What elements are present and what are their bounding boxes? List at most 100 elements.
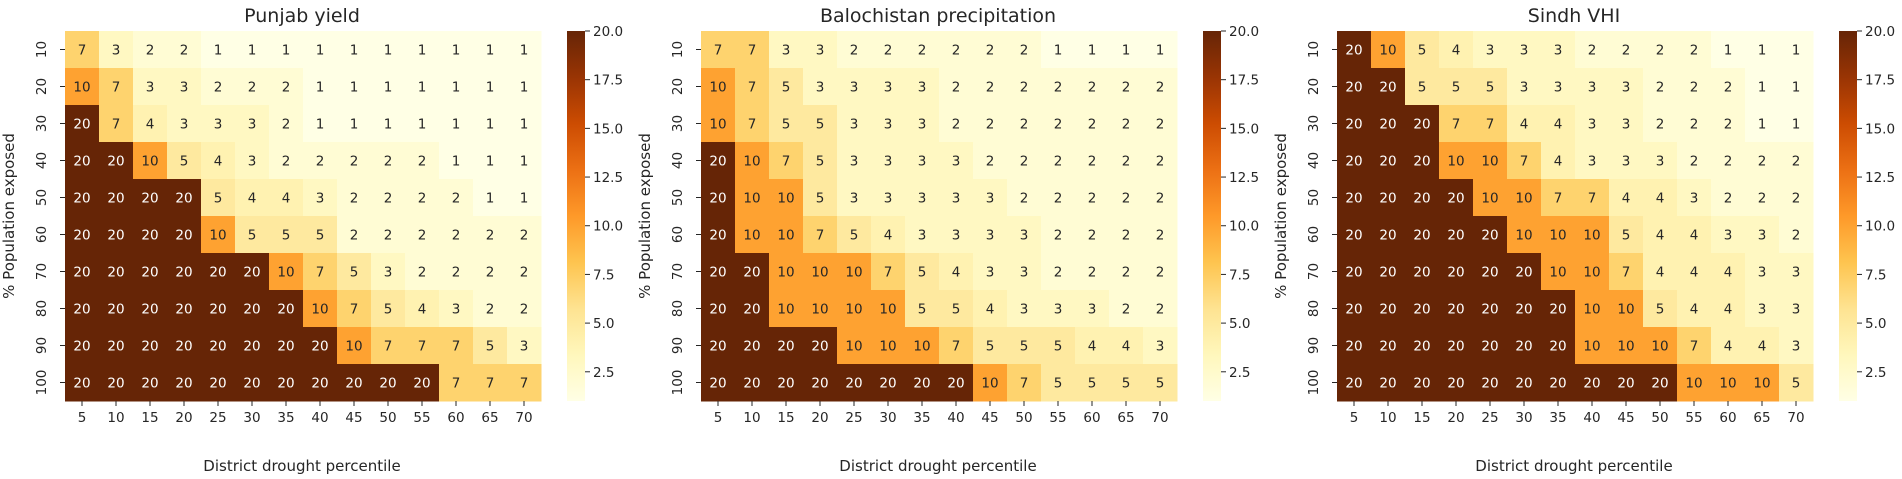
heatmap-cell xyxy=(337,179,372,217)
cell-value-label: 20 xyxy=(1481,228,1498,244)
heatmap-cell xyxy=(65,253,100,291)
heatmap-cell xyxy=(133,216,168,254)
cell-value-label: 2 xyxy=(146,43,155,59)
cell-value-label: 2 xyxy=(384,228,393,244)
cell-value-label: 1 xyxy=(282,43,291,59)
cell-value-label: 2 xyxy=(1122,80,1131,96)
cell-value-label: 4 xyxy=(1690,302,1699,318)
cell-value-label: 5 xyxy=(350,265,359,281)
heatmap-cell xyxy=(1041,327,1076,365)
cell-value-label: 20 xyxy=(1345,117,1362,133)
heatmap-cell xyxy=(1609,290,1644,328)
cell-value-label: 2 xyxy=(884,43,893,59)
cell-value-label: 1 xyxy=(248,43,257,59)
heatmap-cell xyxy=(1643,31,1678,69)
y-tick-label: 40 xyxy=(670,152,686,169)
cell-value-label: 20 xyxy=(709,154,726,170)
heatmap-cell xyxy=(1677,68,1712,106)
cell-value-label: 7 xyxy=(884,265,893,281)
heatmap-cell xyxy=(167,364,202,402)
cell-value-label: 4 xyxy=(1758,339,1767,355)
heatmap-cell xyxy=(1405,31,1440,69)
x-tick-label: 70 xyxy=(515,410,532,426)
heatmap-cell xyxy=(939,105,974,143)
heatmap-cell xyxy=(1643,364,1678,402)
cell-value-label: 5 xyxy=(1452,80,1461,96)
cell-value-label: 20 xyxy=(1515,302,1532,318)
cell-value-label: 20 xyxy=(777,376,794,392)
x-tick-label: 5 xyxy=(1350,410,1359,426)
cell-value-label: 2 xyxy=(520,302,529,318)
cell-value-label: 20 xyxy=(1413,265,1430,281)
cell-value-label: 20 xyxy=(1447,191,1464,207)
cell-value-label: 10 xyxy=(709,80,726,96)
colorbar-tick-label: 15.0 xyxy=(593,121,623,137)
cell-value-label: 3 xyxy=(520,339,529,355)
cell-value-label: 4 xyxy=(1122,339,1131,355)
cell-value-label: 2 xyxy=(952,43,961,59)
cell-value-label: 20 xyxy=(73,265,90,281)
heatmap-cell xyxy=(99,179,134,217)
heatmap-cell xyxy=(439,364,474,402)
cell-value-label: 10 xyxy=(1583,228,1600,244)
heatmap-cell xyxy=(201,68,236,106)
cell-value-label: 5 xyxy=(952,302,961,318)
heatmap-cell xyxy=(167,216,202,254)
y-tick-labels: 10 20 30 40 50 60 70 80 90 100 xyxy=(670,41,701,395)
cell-value-label: 20 xyxy=(243,376,260,392)
heatmap-cell xyxy=(167,179,202,217)
y-tick-label: 50 xyxy=(1306,189,1322,206)
cell-value-label: 20 xyxy=(1379,339,1396,355)
heatmap-cell xyxy=(1745,253,1780,291)
heatmap-cell xyxy=(1041,142,1076,180)
heatmap-cells: 7 7 3 3 2 2 2 2 2 2 1 1 1 1 10 7 5 3 3 3 3 2 2 2 2 2 2 2 10 7 5 5 3 3 3 2 2 2… xyxy=(701,31,1178,402)
cell-value-label: 5 xyxy=(816,117,825,133)
cell-value-label: 20 xyxy=(879,376,896,392)
heatmap-cell xyxy=(701,179,736,217)
heatmap-cell xyxy=(1745,142,1780,180)
heatmap-cell xyxy=(1143,290,1178,328)
cell-value-label: 20 xyxy=(1379,117,1396,133)
cell-value-label: 20 xyxy=(107,191,124,207)
x-tick-label: 60 xyxy=(1719,410,1736,426)
cell-value-label: 20 xyxy=(1413,302,1430,318)
x-tick-label: 40 xyxy=(947,410,964,426)
cell-value-label: 10 xyxy=(777,191,794,207)
cell-value-label: 20 xyxy=(141,265,158,281)
x-tick-labels: 5 10 15 20 25 30 35 40 45 50 55 60 65 70 xyxy=(1350,401,1805,426)
heatmap-cell xyxy=(439,179,474,217)
x-tick-label: 25 xyxy=(1481,410,1498,426)
colorbar-tick-label: 7.5 xyxy=(1865,267,1886,283)
heatmap-cell xyxy=(337,142,372,180)
cell-value-label: 20 xyxy=(107,265,124,281)
heatmap-cell xyxy=(1337,364,1372,402)
heatmap-cell xyxy=(1143,327,1178,365)
cell-value-label: 5 xyxy=(918,302,927,318)
heatmap-cell xyxy=(1371,290,1406,328)
heatmap-cell xyxy=(1075,105,1110,143)
cell-value-label: 10 xyxy=(1685,376,1702,392)
cell-value-label: 10 xyxy=(879,302,896,318)
cell-value-label: 4 xyxy=(248,191,257,207)
cell-value-label: 3 xyxy=(1554,80,1563,96)
heatmap-cell xyxy=(871,216,906,254)
heatmap-cell xyxy=(1439,142,1474,180)
heatmap-cell xyxy=(405,216,440,254)
heatmap-cell xyxy=(303,179,338,217)
cell-value-label: 2 xyxy=(486,228,495,244)
cell-value-label: 1 xyxy=(1156,43,1165,59)
x-tick-label: 15 xyxy=(141,410,158,426)
y-tick-label: 90 xyxy=(670,337,686,354)
cell-value-label: 4 xyxy=(214,154,223,170)
heatmap-cell xyxy=(235,364,270,402)
x-tick-label: 60 xyxy=(1083,410,1100,426)
heatmap-cell xyxy=(1007,364,1042,402)
cell-value-label: 1 xyxy=(1792,80,1801,96)
cell-value-label: 20 xyxy=(277,376,294,392)
colorbar-tick-label: 20.0 xyxy=(593,24,623,40)
heatmap-cell xyxy=(735,253,770,291)
cell-value-label: 3 xyxy=(1656,154,1665,170)
x-tick-label: 10 xyxy=(743,410,760,426)
cell-value-label: 2 xyxy=(418,228,427,244)
